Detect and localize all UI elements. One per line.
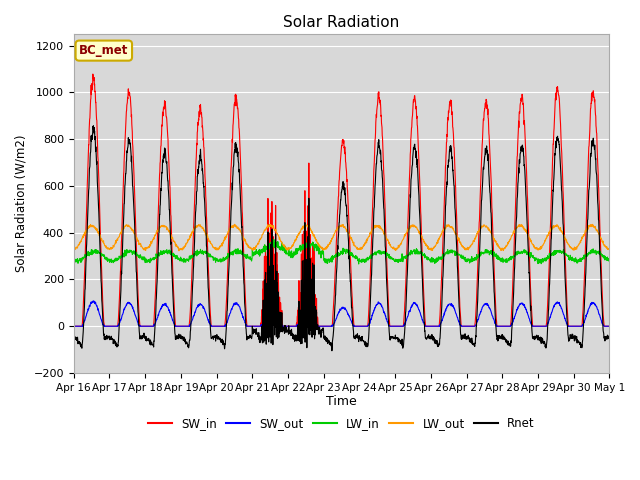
Y-axis label: Solar Radiation (W/m2): Solar Radiation (W/m2)	[15, 135, 28, 272]
Rnet	[90, 123, 97, 129]
LW_in	[497, 258, 505, 264]
LW_in	[369, 251, 377, 256]
LW_out	[369, 225, 377, 231]
SW_out	[90, 298, 97, 304]
Text: BC_met: BC_met	[79, 44, 129, 57]
LW_in	[559, 248, 566, 254]
SW_out	[573, 324, 580, 329]
SW_out	[497, 324, 505, 329]
Rnet	[70, 333, 77, 339]
Rnet	[605, 335, 613, 340]
Rnet	[497, 336, 505, 342]
Line: Rnet: Rnet	[74, 126, 609, 351]
SW_in	[605, 324, 613, 329]
LW_out	[230, 221, 238, 227]
SW_out	[605, 324, 613, 329]
Title: Solar Radiation: Solar Radiation	[284, 15, 400, 30]
LW_in	[357, 257, 365, 263]
SW_out	[220, 324, 227, 329]
LW_in	[270, 237, 278, 242]
SW_in	[220, 324, 227, 329]
LW_in	[70, 257, 77, 263]
LW_in	[355, 261, 362, 267]
Rnet	[220, 338, 227, 344]
X-axis label: Time: Time	[326, 396, 357, 408]
LW_out	[559, 229, 566, 235]
LW_out	[175, 248, 183, 253]
SW_in	[357, 324, 365, 329]
Line: SW_in: SW_in	[74, 74, 609, 326]
Rnet	[328, 348, 336, 354]
Rnet	[369, 236, 377, 242]
LW_out	[497, 245, 505, 251]
SW_in	[573, 324, 580, 329]
LW_out	[220, 240, 227, 246]
LW_out	[605, 247, 613, 252]
SW_in	[497, 324, 505, 329]
LW_in	[220, 258, 227, 264]
LW_out	[357, 244, 365, 250]
SW_out	[70, 324, 77, 329]
SW_out	[558, 307, 566, 312]
LW_out	[573, 243, 581, 249]
LW_out	[70, 247, 77, 252]
Rnet	[559, 199, 566, 204]
Line: LW_in: LW_in	[74, 240, 609, 264]
Line: LW_out: LW_out	[74, 224, 609, 251]
SW_in	[89, 71, 97, 77]
SW_in	[70, 324, 77, 329]
SW_out	[357, 324, 365, 329]
SW_in	[558, 159, 566, 165]
LW_in	[605, 258, 613, 264]
LW_in	[573, 260, 581, 266]
SW_in	[369, 205, 376, 211]
Rnet	[357, 336, 365, 342]
Rnet	[573, 340, 581, 346]
Legend: SW_in, SW_out, LW_in, LW_out, Rnet: SW_in, SW_out, LW_in, LW_out, Rnet	[143, 412, 540, 435]
Line: SW_out: SW_out	[74, 301, 609, 326]
SW_out	[369, 311, 376, 317]
